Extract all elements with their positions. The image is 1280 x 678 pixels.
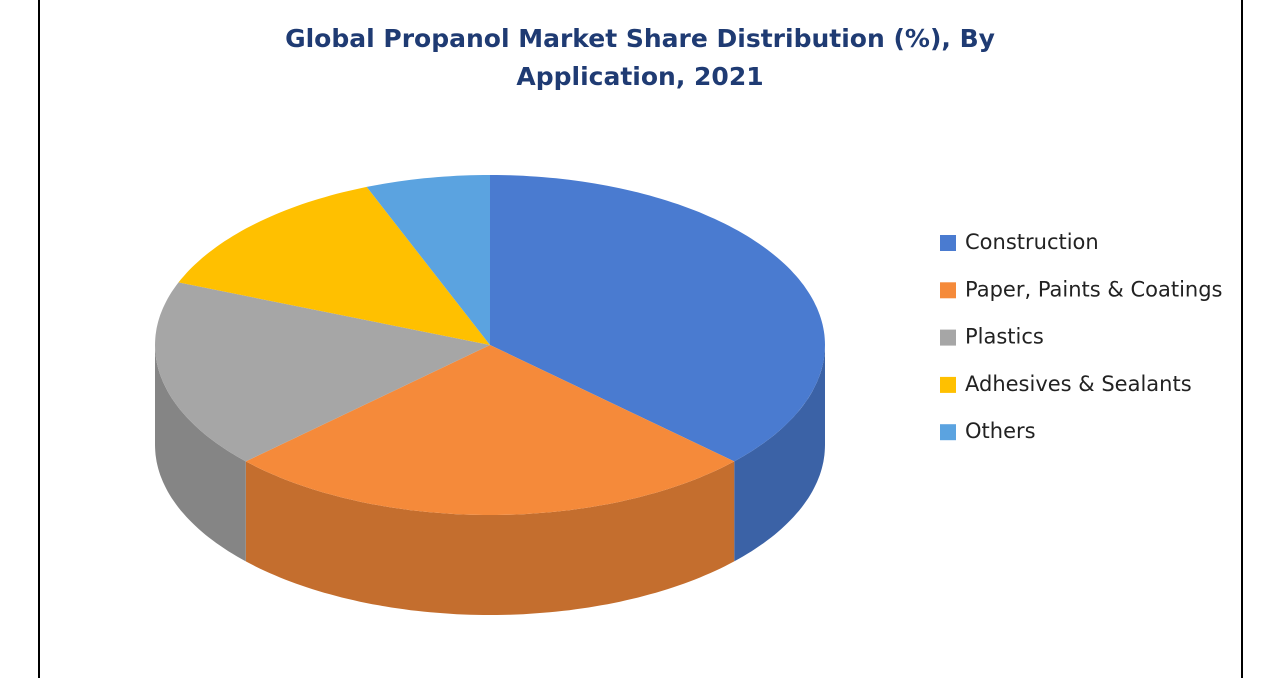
slice — [490, 175, 825, 462]
slice — [245, 345, 735, 515]
legend-swatch — [940, 329, 956, 346]
slice-side — [155, 345, 246, 562]
legend-swatch — [940, 376, 956, 393]
slice — [178, 186, 490, 345]
legend-label: Adhesives & Sealants — [965, 372, 1192, 396]
legend-label: Paper, Paints & Coatings — [965, 277, 1223, 301]
legend-swatch — [940, 282, 956, 299]
legend-label: Construction — [965, 230, 1099, 254]
slice-side — [245, 461, 735, 615]
slice-side — [734, 345, 825, 562]
legend-label: Plastics — [965, 325, 1044, 349]
slice — [155, 282, 490, 462]
chart-title: Global Propanol Market Share Distributio… — [285, 24, 995, 91]
legend-label: Others — [965, 419, 1036, 443]
chart-frame — [38, 0, 1243, 678]
legend-swatch — [940, 424, 956, 441]
slice — [366, 175, 490, 345]
legend-swatch — [940, 235, 956, 251]
